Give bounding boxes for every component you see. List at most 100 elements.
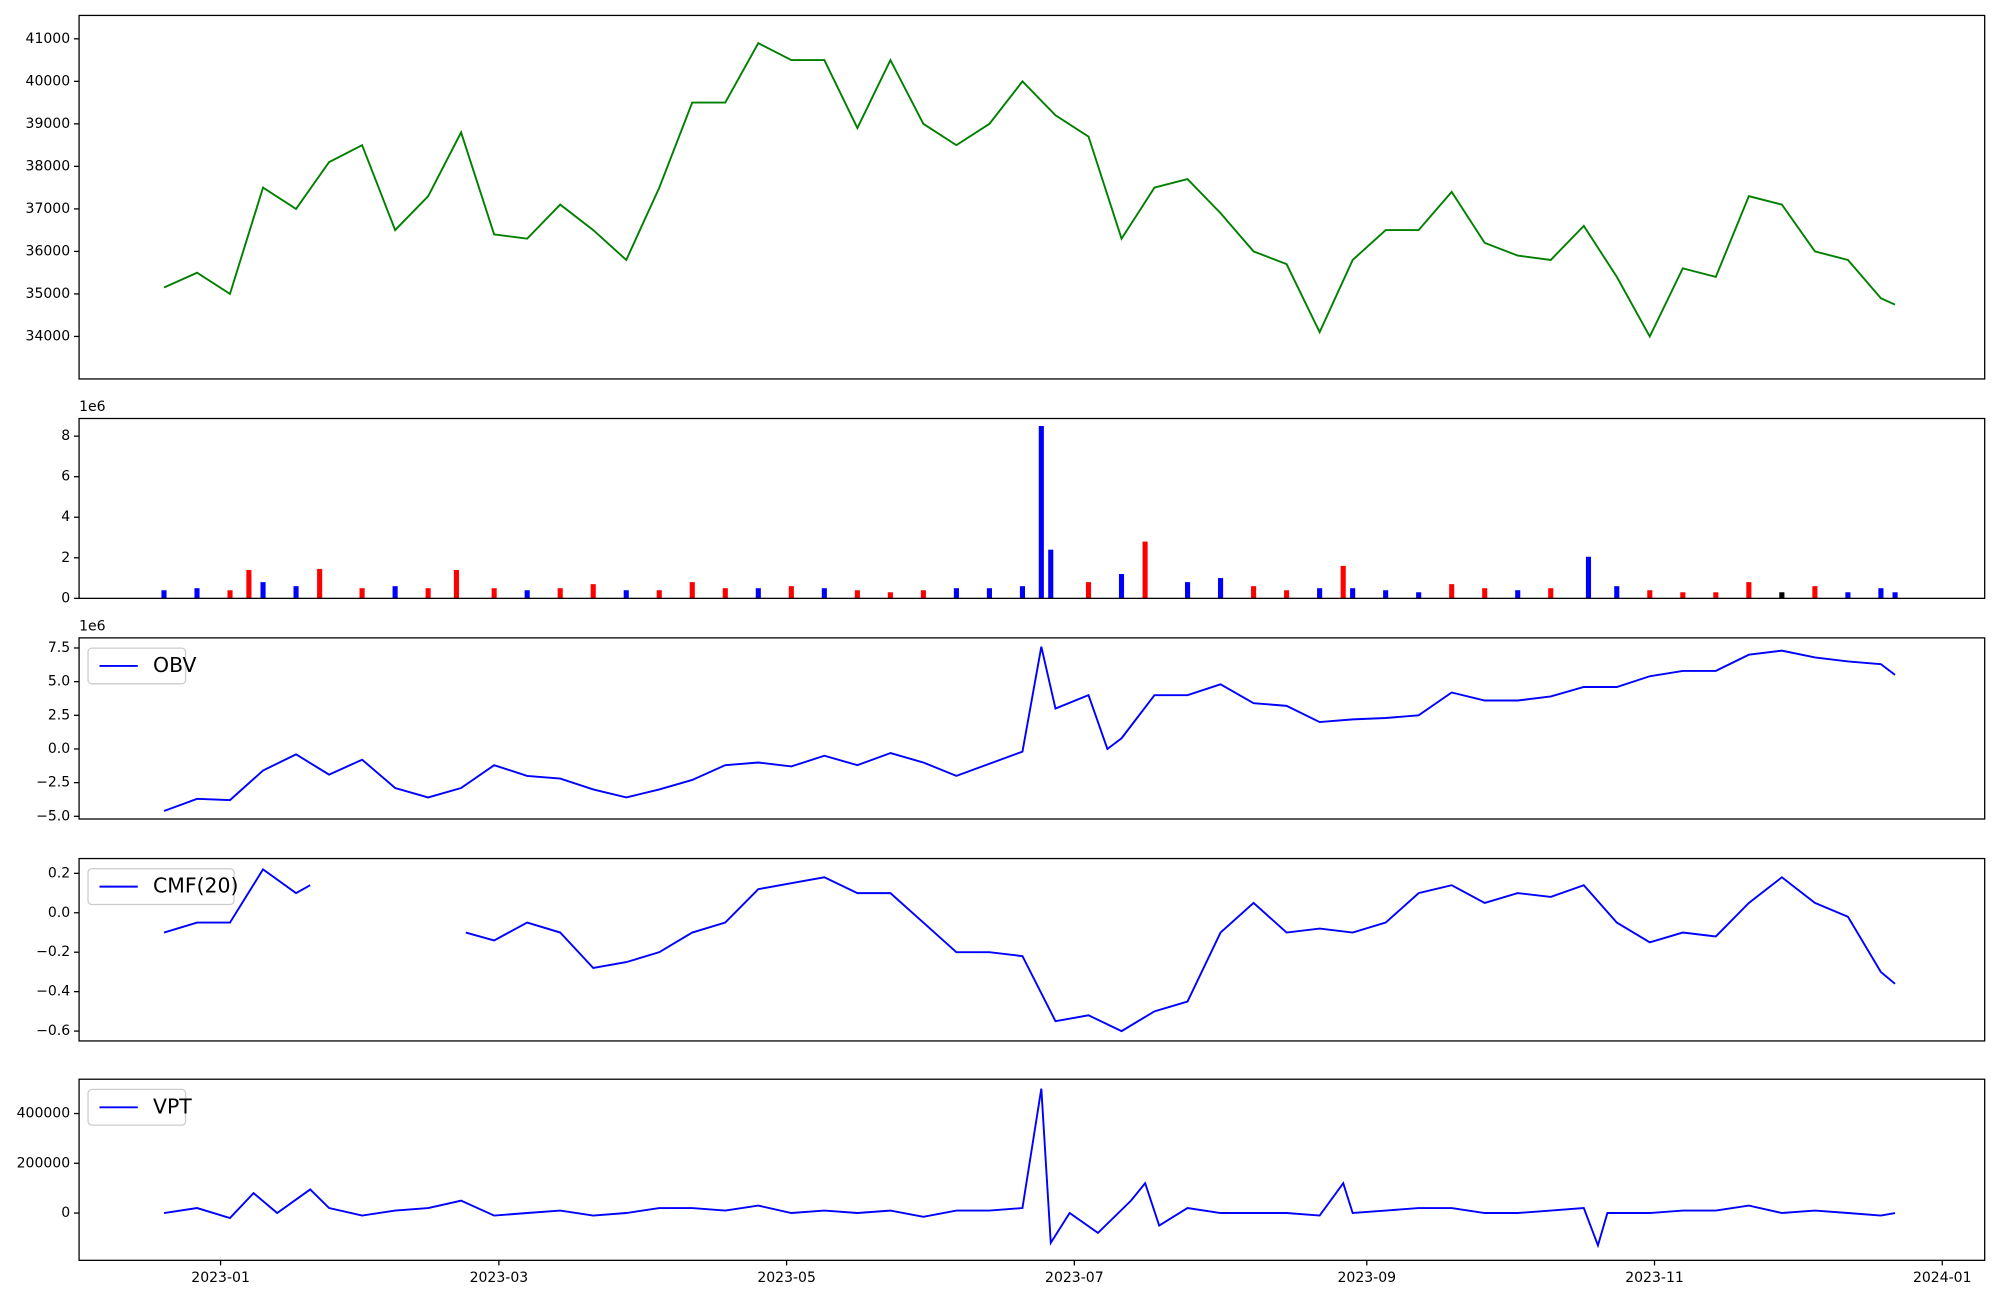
panel: 34000 35000 36000 37000 38000 39000 40000 41000 <box>26 14 1986 380</box>
y-tick-label: 5.0 <box>48 674 70 690</box>
legend-label: VPT <box>153 1094 192 1118</box>
axis-offset: 1e6 <box>79 618 106 634</box>
volume-bar <box>656 590 662 599</box>
y-tick-label: 37000 <box>26 201 71 217</box>
x-tick-label: 2023-03 <box>470 1270 529 1286</box>
series-line <box>465 876 1896 1033</box>
y-tick-label: 0 <box>61 590 70 606</box>
y-tick-label: 4 <box>61 509 70 525</box>
volume-bar <box>1118 574 1125 599</box>
panel: 0 2 4 6 8 1e6 <box>61 399 1986 606</box>
y-tick-label: 41000 <box>26 31 71 47</box>
volume-bar <box>623 590 629 599</box>
volume-bar <box>557 588 563 599</box>
y-tick-label: 0.0 <box>48 905 70 921</box>
volume-bar <box>425 588 431 599</box>
volume-bar <box>1350 588 1356 599</box>
series-line <box>163 41 1896 339</box>
axis-offset: 1e6 <box>79 399 106 415</box>
legend-box <box>87 868 235 906</box>
y-tick-label: −0.4 <box>36 984 70 1000</box>
volume-bar <box>1779 592 1785 599</box>
volume-bar <box>1284 590 1290 599</box>
volume-bar <box>1416 592 1422 599</box>
x-tick-label: 2023-09 <box>1338 1270 1397 1286</box>
volume-bar <box>1317 588 1323 599</box>
y-tick-label: 0.0 <box>48 741 70 757</box>
volume-bar <box>788 586 794 599</box>
volume-bar <box>821 588 827 599</box>
volume-bar <box>986 588 992 599</box>
y-tick-label: −2.5 <box>36 775 70 791</box>
y-tick-label: 0.2 <box>48 865 70 881</box>
volume-bar <box>1218 578 1224 599</box>
y-tick-label: 40000 <box>26 73 71 89</box>
volume-bar <box>1383 590 1389 599</box>
volume-bar <box>1585 556 1592 599</box>
legend-label: CMF(20) <box>153 874 238 898</box>
volume-bar <box>1482 588 1488 599</box>
y-tick-label: 7.5 <box>48 640 70 656</box>
volume-bar <box>491 588 497 599</box>
volume-bar <box>1019 586 1026 599</box>
volume-bar <box>1746 582 1752 599</box>
volume-bar <box>317 568 323 599</box>
volume-bar <box>1845 592 1851 599</box>
panel: 0 200000 400000 2023-01 2023-03 2023-05 2023-0… <box>17 1078 1986 1286</box>
y-tick-label: 38000 <box>26 158 71 174</box>
y-tick-label: 200000 <box>17 1155 71 1171</box>
volume-bar <box>453 569 459 599</box>
volume-bar <box>1142 541 1148 599</box>
series-line <box>163 646 1896 812</box>
volume-bar <box>194 588 200 599</box>
volume-bar <box>689 582 695 599</box>
volume-bar <box>227 590 233 599</box>
y-tick-label: 34000 <box>26 328 71 344</box>
axes-frame <box>78 1078 1986 1261</box>
volume-bar <box>887 592 893 599</box>
y-tick-label: −0.2 <box>36 944 70 960</box>
volume-bar <box>590 584 596 599</box>
y-tick-label: −5.0 <box>36 808 70 824</box>
volume-bar <box>1647 590 1653 599</box>
panel: −0.6 −0.4 −0.2 0.0 0.2 CMF(20) <box>36 857 1986 1042</box>
x-tick-label: 2023-07 <box>1045 1270 1104 1286</box>
x-tick-label: 2024-01 <box>1913 1270 1972 1286</box>
volume-bar <box>392 586 398 599</box>
axes-frame <box>78 14 1986 380</box>
volume-bar <box>1340 565 1346 599</box>
legend-label: OBV <box>153 653 196 677</box>
y-tick-label: 2.5 <box>48 707 70 723</box>
volume-bar <box>1184 582 1191 599</box>
volume-bar <box>920 590 926 599</box>
volume-bar <box>1680 592 1686 599</box>
volume-bar <box>524 590 530 599</box>
volume-bar <box>293 586 299 599</box>
volume-bar <box>246 569 252 599</box>
volume-bar <box>359 588 365 599</box>
volume-bar <box>1878 588 1884 599</box>
volume-bar <box>1548 588 1554 599</box>
volume-bar <box>1038 425 1044 599</box>
y-tick-label: 36000 <box>26 243 71 259</box>
volume-bar <box>1713 592 1719 599</box>
volume-bar <box>161 590 167 599</box>
axes-frame <box>78 417 1986 599</box>
series-line <box>163 868 311 934</box>
y-tick-label: 2 <box>61 550 70 566</box>
axes-frame <box>78 857 1986 1042</box>
y-tick-label: 8 <box>61 428 70 444</box>
volume-bar <box>953 588 959 599</box>
y-tick-label: 400000 <box>17 1106 71 1122</box>
y-tick-label: 6 <box>61 469 70 485</box>
y-tick-label: 0 <box>61 1205 70 1221</box>
volume-bar <box>722 588 728 599</box>
volume-bar <box>854 590 860 599</box>
y-tick-label: 39000 <box>26 116 71 132</box>
volume-bar <box>755 588 761 599</box>
y-tick-label: 35000 <box>26 286 71 302</box>
axes-frame <box>78 637 1986 820</box>
x-tick-label: 2023-05 <box>757 1270 816 1286</box>
volume-bar <box>260 582 266 599</box>
panel: −5.0 −2.5 0.0 2.5 5.0 7.5 1e6 OBV <box>36 618 1986 824</box>
